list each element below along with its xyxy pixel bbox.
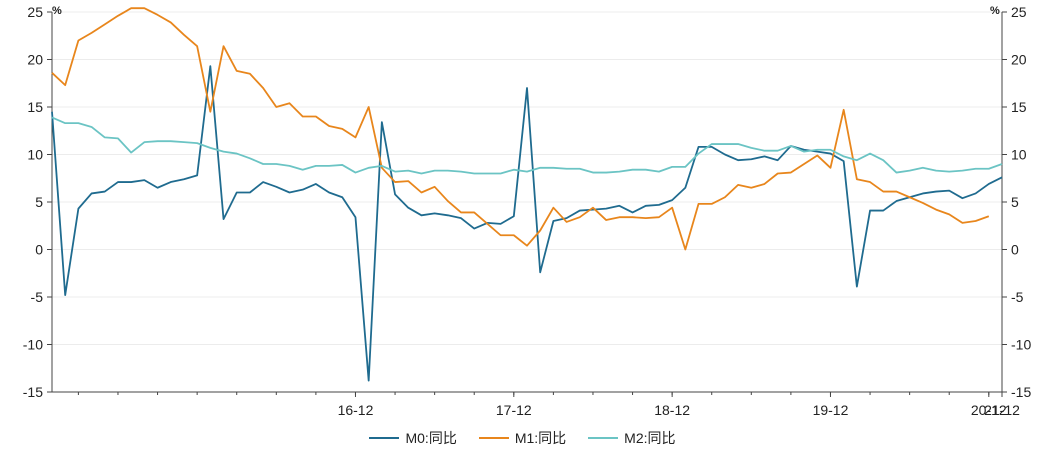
legend-swatch-m2 xyxy=(588,437,619,439)
y-tick-label-right: -15 xyxy=(1011,384,1031,400)
y-tick-label-right: 25 xyxy=(1011,4,1027,20)
y-tick-label-right: 20 xyxy=(1011,52,1027,68)
right-axis-ticks: 25 20 15 10 5 0 -5 -10 -15 xyxy=(1002,4,1031,400)
y-tick-label-left: -10 xyxy=(23,337,43,353)
y-tick-label-left: 0 xyxy=(35,242,43,258)
legend-item-m1[interactable]: M1:同比 xyxy=(478,428,567,448)
y-tick-label-left: 20 xyxy=(27,52,43,68)
x-tick-label: 19-12 xyxy=(813,402,849,418)
right-unit-label: % xyxy=(990,5,1000,17)
legend-swatch-m1 xyxy=(478,437,509,439)
legend-label-m1: M1:同比 xyxy=(514,430,567,446)
legend-item-m0[interactable]: M0:同比 xyxy=(369,428,457,448)
left-unit-label: % xyxy=(52,5,62,17)
series-lines xyxy=(51,7,1003,382)
y-tick-label-left: 25 xyxy=(27,4,43,20)
legend-swatch-m0 xyxy=(369,437,400,439)
gridlines xyxy=(52,11,1002,393)
series-line-m2 xyxy=(51,116,1003,175)
y-tick-label-left: -5 xyxy=(31,289,44,305)
y-tick-label-left: -15 xyxy=(23,384,43,400)
legend-item-m2[interactable]: M2:同比 xyxy=(588,428,676,448)
x-tick-label: 18-12 xyxy=(654,402,690,418)
y-tick-label-left: 15 xyxy=(27,99,43,115)
y-tick-label-right: 15 xyxy=(1011,99,1027,115)
legend: M0:同比 M1:同比 M2:同比 xyxy=(0,428,1045,448)
y-tick-label-left: 5 xyxy=(35,194,43,210)
legend-label-m0: M0:同比 xyxy=(405,430,457,446)
left-axis-ticks: 25 20 15 10 5 0 -5 -10 -15 xyxy=(23,4,52,400)
y-tick-label-right: -5 xyxy=(1011,289,1024,305)
x-tick-label: 16-12 xyxy=(338,402,374,418)
y-tick-label-right: -10 xyxy=(1011,337,1031,353)
y-tick-label-right: 5 xyxy=(1011,194,1019,210)
series-line-m0 xyxy=(51,65,1003,382)
x-tick-label: 17-12 xyxy=(496,402,532,418)
x-tick-label: 21-12 xyxy=(984,402,1020,418)
y-tick-label-left: 10 xyxy=(27,147,43,163)
x-tick-label: 20-12 xyxy=(971,402,1007,418)
y-tick-label-right: 10 xyxy=(1011,147,1027,163)
legend-label-m2: M2:同比 xyxy=(624,430,676,446)
y-tick-label-right: 0 xyxy=(1011,242,1019,258)
series-line-m1 xyxy=(51,7,990,251)
